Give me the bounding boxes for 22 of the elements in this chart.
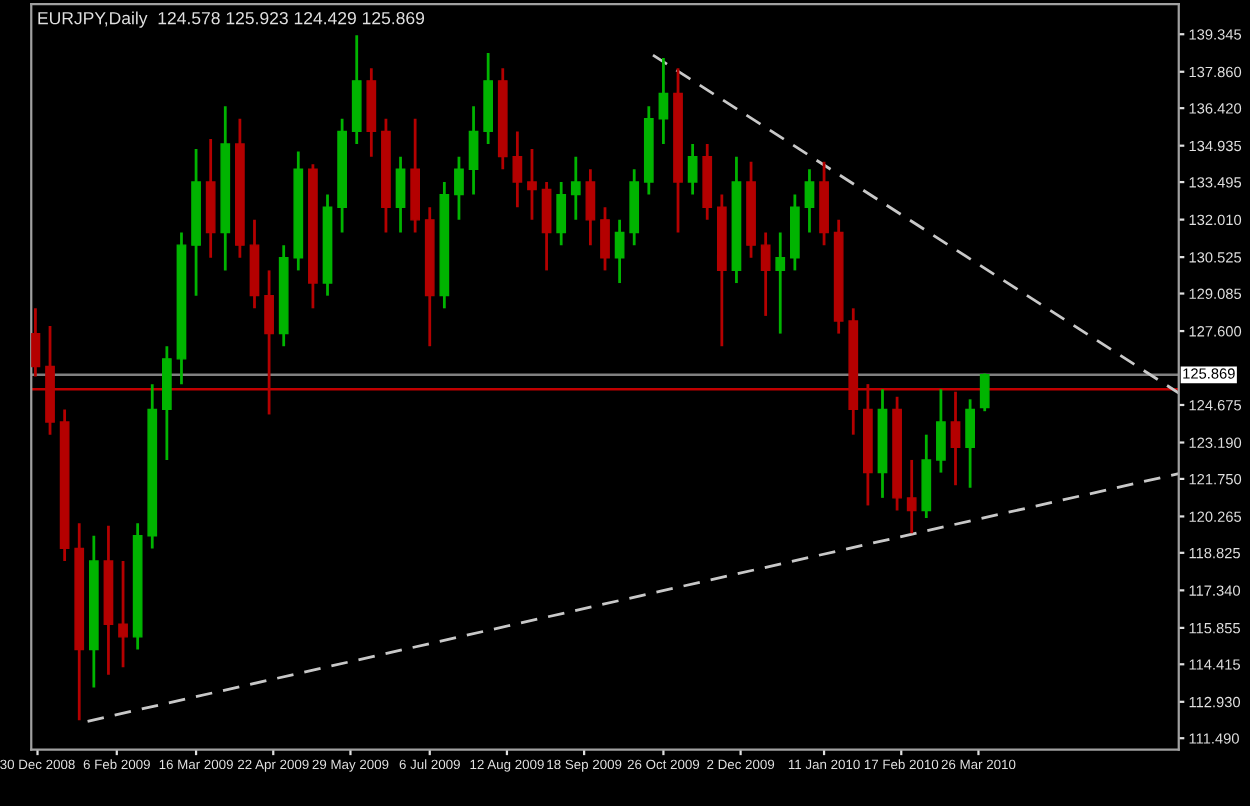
candlestick [614, 218, 625, 285]
candlestick [687, 142, 698, 196]
candlestick [395, 155, 406, 234]
candlestick [979, 372, 990, 413]
candlestick [118, 559, 128, 669]
candlestick [936, 387, 946, 474]
candlestick [468, 104, 479, 196]
candlestick [600, 205, 610, 272]
candlestick [556, 180, 567, 247]
candlestick [570, 155, 581, 222]
candlestick [585, 167, 596, 247]
candlestick [527, 147, 537, 222]
candlestick [965, 397, 975, 490]
candlestick [658, 56, 669, 146]
candlestick [454, 155, 464, 222]
chart-title: EURJPY,Daily 124.578 125.923 124.429 125.869 [38, 11, 425, 28]
candlestick [906, 458, 917, 535]
candlestick [541, 180, 552, 272]
candlestick [804, 167, 815, 234]
candlestick [760, 231, 771, 318]
candlestick [775, 231, 786, 335]
candlestick [512, 130, 523, 209]
